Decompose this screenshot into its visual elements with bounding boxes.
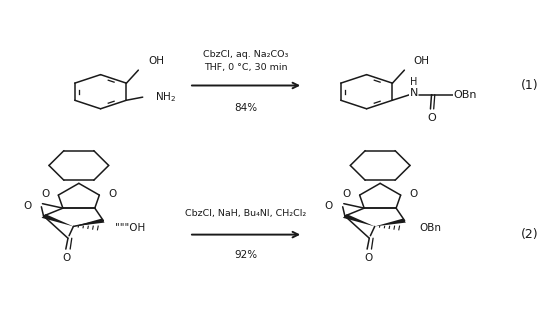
Text: O: O	[364, 253, 372, 263]
Text: 92%: 92%	[234, 249, 258, 260]
Text: O: O	[325, 201, 333, 210]
Text: CbzCl, NaH, Bu₄NI, CH₂Cl₂: CbzCl, NaH, Bu₄NI, CH₂Cl₂	[186, 209, 307, 217]
Text: O: O	[108, 190, 116, 199]
Text: (1): (1)	[521, 79, 538, 92]
Text: OBn: OBn	[420, 223, 442, 233]
Text: """OH: """OH	[115, 223, 146, 233]
Text: CbzCl, aq. Na₂CO₃: CbzCl, aq. Na₂CO₃	[203, 50, 289, 59]
Polygon shape	[42, 214, 74, 226]
Text: O: O	[428, 113, 437, 123]
Text: O: O	[23, 201, 32, 210]
Text: (2): (2)	[521, 228, 538, 241]
Text: 84%: 84%	[234, 103, 258, 113]
Polygon shape	[74, 218, 105, 226]
Text: N: N	[409, 88, 418, 98]
Text: OH: OH	[413, 56, 429, 66]
Text: OBn: OBn	[453, 90, 477, 100]
Text: THF, 0 °C, 30 min: THF, 0 °C, 30 min	[204, 63, 288, 73]
Polygon shape	[343, 214, 375, 226]
Text: OH: OH	[148, 56, 164, 66]
Text: H: H	[410, 77, 417, 87]
Text: O: O	[42, 190, 50, 199]
Polygon shape	[375, 218, 406, 226]
Text: O: O	[63, 253, 71, 263]
Text: NH$_2$: NH$_2$	[155, 90, 176, 104]
Text: O: O	[409, 190, 418, 199]
Text: O: O	[343, 190, 351, 199]
